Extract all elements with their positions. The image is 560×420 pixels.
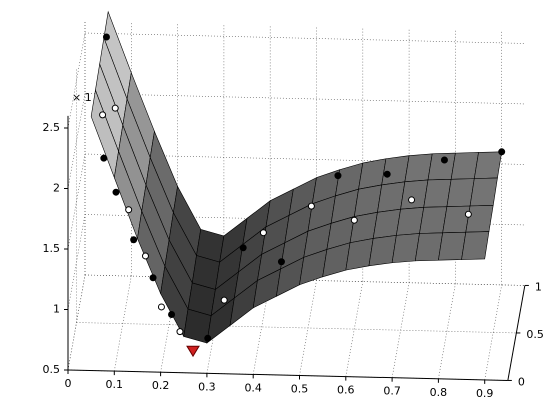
surface-patch — [438, 231, 467, 261]
x-tick-label: 0.5 — [291, 383, 309, 396]
data-point — [99, 111, 107, 119]
x-tick-label: 0.1 — [106, 378, 124, 391]
x-tick-label: 0.3 — [198, 380, 216, 393]
grid-line — [76, 322, 517, 334]
grid-line — [438, 283, 456, 379]
y-tick-label: 0.5 — [526, 328, 544, 341]
surface-patch — [469, 177, 498, 207]
grid-line — [114, 276, 132, 372]
grid-line — [160, 277, 178, 373]
grid-line — [252, 279, 271, 375]
x-tick-label: 0 — [65, 377, 72, 390]
data-point — [100, 154, 108, 162]
grid-line — [84, 32, 525, 44]
surface-patch — [423, 178, 452, 208]
surface-patch — [414, 232, 444, 262]
z-tick-label: 1 — [53, 303, 60, 316]
data-point — [498, 148, 506, 156]
z-tick-label: 1.5 — [43, 242, 61, 255]
surface-patch — [446, 178, 475, 207]
data-point — [111, 104, 119, 112]
x-axis — [67, 369, 508, 381]
grid-line — [84, 93, 525, 105]
y-tick-label: 0 — [518, 375, 525, 388]
surface-patch — [461, 231, 490, 260]
data-point — [149, 274, 157, 282]
data-point — [130, 236, 138, 244]
data-point — [102, 33, 110, 41]
grid-line — [67, 93, 86, 189]
data-point — [176, 328, 184, 336]
z-tick-label: 2.5 — [43, 121, 61, 134]
minimum-marker — [186, 345, 200, 358]
data-point — [277, 258, 285, 266]
grid-line — [67, 32, 86, 129]
data-point — [112, 188, 120, 196]
x-tick-label: 0.8 — [430, 386, 448, 399]
data-point — [307, 202, 315, 210]
data-point — [334, 172, 342, 180]
surface-patch — [442, 205, 471, 234]
surface-patch — [473, 151, 503, 179]
data-point — [141, 252, 149, 260]
exponent-label: × 1 — [72, 91, 92, 104]
data-point — [440, 156, 448, 164]
surface-patch — [427, 152, 456, 181]
data-point — [259, 229, 267, 237]
y-tick-label: 1 — [535, 280, 542, 293]
z-tick-label: 0.5 — [43, 363, 61, 376]
data-point — [350, 216, 358, 224]
data-point — [239, 244, 247, 252]
data-point — [125, 206, 133, 214]
data-point — [204, 334, 212, 342]
grid-line — [345, 281, 364, 377]
surface-patch — [465, 205, 494, 233]
x-tick-label: 0.4 — [244, 381, 262, 394]
surface-patch — [450, 152, 479, 180]
grid-line — [484, 284, 502, 380]
data-point — [220, 296, 228, 304]
data-point — [408, 196, 416, 204]
data-point — [383, 170, 391, 178]
data-point — [168, 311, 176, 319]
z-tick-label: 2 — [53, 182, 60, 195]
x-tick-label: 0.9 — [476, 387, 494, 400]
x-tick-label: 0.2 — [152, 379, 170, 392]
surface-patch — [419, 206, 448, 234]
x-tick-label: 0.6 — [337, 384, 355, 397]
x-tick-label: 0.7 — [383, 385, 401, 398]
data-point — [157, 303, 165, 311]
data-point — [464, 210, 472, 218]
